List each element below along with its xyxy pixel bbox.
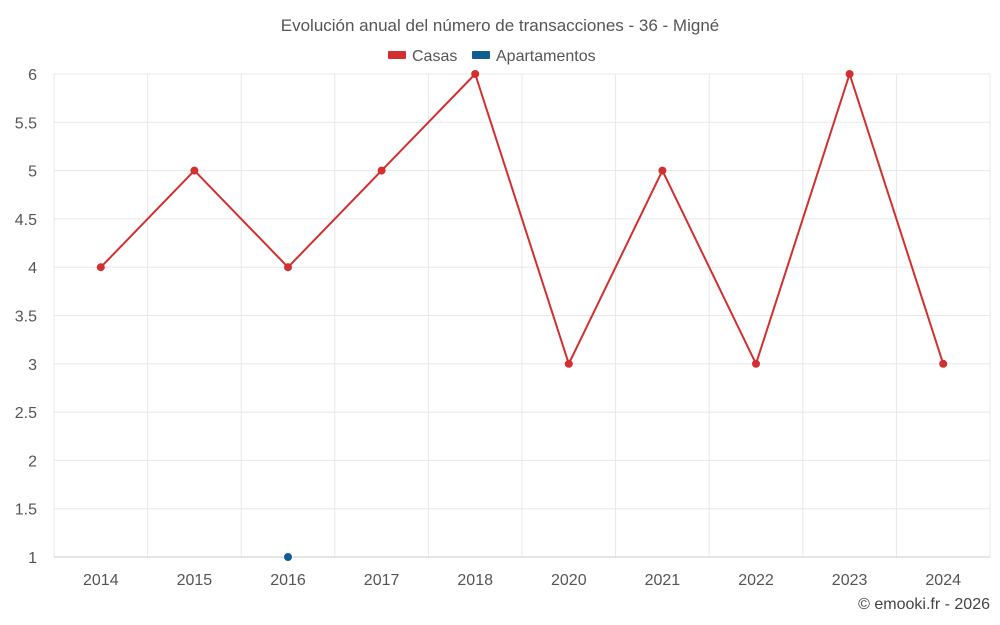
data-point-apartamentos-2016[interactable] xyxy=(284,553,292,561)
data-point-casas-2022[interactable] xyxy=(752,359,760,368)
x-tick-label: 2018 xyxy=(457,572,493,589)
legend-label-apartamentos: Apartamentos xyxy=(496,48,596,65)
series-line-casas xyxy=(100,73,945,365)
y-tick-label: 2 xyxy=(28,453,37,470)
y-tick-label: 5.5 xyxy=(15,115,37,132)
y-tick-label: 1.5 xyxy=(15,502,37,519)
legend-item-apartamentos[interactable]: Apartamentos xyxy=(472,48,596,65)
data-point-casas-2015[interactable] xyxy=(190,166,199,175)
x-tick-label: 2014 xyxy=(83,572,119,589)
data-point-casas-2023[interactable] xyxy=(845,70,854,78)
x-tick-label: 2024 xyxy=(925,572,961,589)
data-point-casas-2021[interactable] xyxy=(658,166,667,175)
series xyxy=(96,70,948,561)
grid xyxy=(53,73,991,558)
axes: 1 1.5 2 2.5 3 3.5 4 4.5 5 5.5 6 2014 2015 2016 2017 201… xyxy=(15,67,990,589)
legend-item-casas[interactable]: Casas xyxy=(388,48,457,65)
y-tick-label: 2.5 xyxy=(15,405,37,422)
legend: Casas Apartamentos xyxy=(388,48,596,65)
x-tick-label: 2022 xyxy=(738,572,774,589)
data-point-casas-2024[interactable] xyxy=(939,359,948,368)
chart-title: Evolución anual del número de transaccio… xyxy=(281,16,719,35)
legend-swatch-casas xyxy=(388,51,406,59)
data-point-casas-2018[interactable] xyxy=(471,70,480,78)
y-tick-label: 4.5 xyxy=(15,212,37,229)
y-tick-label: 4 xyxy=(28,260,37,277)
series-casas xyxy=(96,70,948,368)
x-tick-label: 2021 xyxy=(645,572,681,589)
data-point-casas-2016[interactable] xyxy=(284,263,292,272)
y-tick-label: 6 xyxy=(28,67,37,84)
data-point-casas-2017[interactable] xyxy=(377,166,386,175)
series-apartamentos xyxy=(284,553,292,561)
y-tick-label: 1 xyxy=(28,550,37,567)
credit-text: © emooki.fr - 2026 xyxy=(858,596,990,613)
x-tick-label: 2016 xyxy=(270,572,306,589)
data-point-casas-2014[interactable] xyxy=(96,263,105,272)
x-tick-label: 2023 xyxy=(832,572,868,589)
x-tick-label: 2017 xyxy=(364,572,400,589)
legend-label-casas: Casas xyxy=(412,48,457,65)
x-tick-label: 2015 xyxy=(177,572,213,589)
y-tick-label: 3.5 xyxy=(15,309,37,326)
legend-swatch-apartamentos xyxy=(472,51,490,59)
y-tick-label: 3 xyxy=(28,357,37,374)
y-tick-label: 5 xyxy=(28,164,37,181)
x-tick-label: 2020 xyxy=(551,572,587,589)
data-point-casas-2020[interactable] xyxy=(564,359,573,368)
